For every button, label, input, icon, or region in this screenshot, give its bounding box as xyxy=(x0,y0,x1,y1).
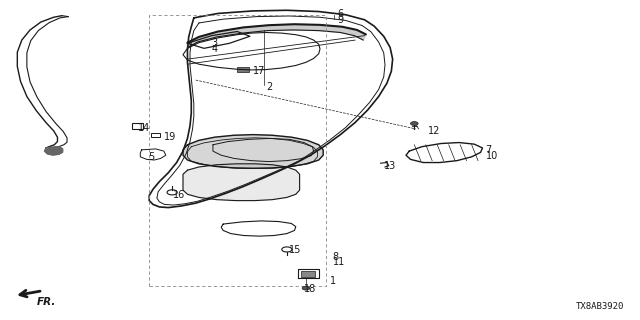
Polygon shape xyxy=(183,164,300,201)
Text: 15: 15 xyxy=(289,245,302,255)
Polygon shape xyxy=(183,135,323,168)
Text: 10: 10 xyxy=(486,151,498,161)
Text: 16: 16 xyxy=(173,190,186,200)
Polygon shape xyxy=(268,24,294,31)
Text: 11: 11 xyxy=(333,257,345,267)
Text: 13: 13 xyxy=(384,161,396,171)
Polygon shape xyxy=(217,28,244,37)
Polygon shape xyxy=(198,32,218,42)
Text: 7: 7 xyxy=(486,146,492,156)
Text: 8: 8 xyxy=(333,252,339,262)
Bar xyxy=(237,67,248,72)
Circle shape xyxy=(302,286,310,290)
Text: 3: 3 xyxy=(212,38,218,48)
Text: 5: 5 xyxy=(148,152,154,162)
Text: 1: 1 xyxy=(330,276,336,286)
Circle shape xyxy=(410,122,418,125)
Text: FR.: FR. xyxy=(36,297,56,307)
Polygon shape xyxy=(243,25,269,33)
Text: 12: 12 xyxy=(428,126,441,136)
Text: 6: 6 xyxy=(338,9,344,19)
Text: 19: 19 xyxy=(164,132,176,142)
Polygon shape xyxy=(188,37,199,47)
Polygon shape xyxy=(355,30,366,40)
Text: TX8AB3920: TX8AB3920 xyxy=(576,302,625,311)
Bar xyxy=(301,271,315,277)
Text: 18: 18 xyxy=(304,284,316,294)
Polygon shape xyxy=(45,147,63,155)
Text: 14: 14 xyxy=(138,123,150,133)
Text: 17: 17 xyxy=(253,66,266,76)
Text: 4: 4 xyxy=(212,44,218,54)
Polygon shape xyxy=(340,27,357,36)
Polygon shape xyxy=(319,25,342,32)
Text: 9: 9 xyxy=(338,15,344,25)
Polygon shape xyxy=(293,24,320,31)
Text: 2: 2 xyxy=(266,82,272,92)
